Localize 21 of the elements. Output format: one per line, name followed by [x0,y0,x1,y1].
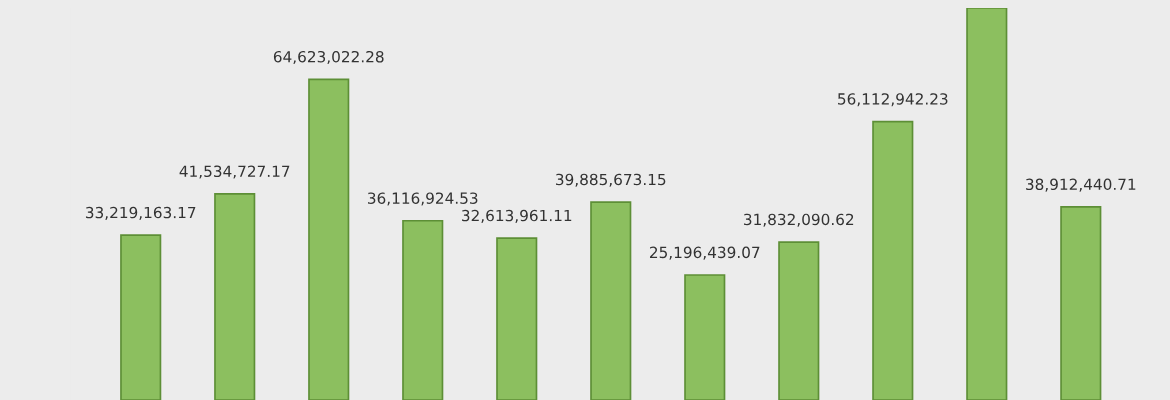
bar [872,120,914,400]
bar [966,8,1008,400]
data-label: 56,112,942.23 [838,93,948,107]
bar [308,78,350,400]
bar [590,201,632,400]
data-label: 38,912,440.71 [1026,178,1136,192]
data-label: 33,219,163.17 [85,206,196,220]
data-label: 32,613,961.11 [462,209,572,223]
data-label: 36,116,924.53 [368,192,478,206]
bar [120,234,162,400]
bar [684,274,726,400]
bar [778,241,820,400]
data-label: 25,196,439.07 [649,246,760,260]
bar [1060,206,1102,400]
data-label: 39,885,673.15 [556,173,666,187]
data-label: 64,623,022.28 [273,50,384,65]
bar [214,193,256,400]
data-label: 41,534,727.17 [179,165,290,179]
bar [496,237,538,400]
bar [402,219,444,400]
data-label: 31,832,090.62 [744,213,854,227]
